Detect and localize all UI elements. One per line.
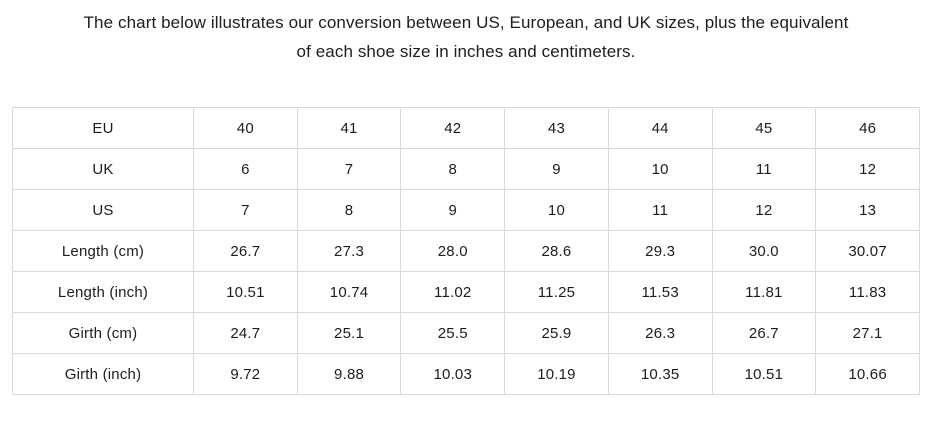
table-cell: 12 (815, 148, 920, 190)
table-cell: 10.51 (711, 353, 817, 395)
table-row: US 7 8 9 10 11 12 13 (12, 189, 920, 231)
table-cell: 10.03 (400, 353, 506, 395)
table-cell: 46 (815, 107, 920, 149)
table-cell: 40 (193, 107, 298, 149)
table-cell: 7 (193, 189, 298, 231)
table-cell: 12 (711, 189, 817, 231)
table-cell: 26.7 (711, 312, 817, 354)
table-cell: 25.1 (296, 312, 402, 354)
table-cell: 41 (296, 107, 402, 149)
table-cell: 24.7 (193, 312, 298, 354)
table-cell: 30.07 (815, 230, 920, 272)
row-header: Girth (cm) (12, 312, 194, 354)
table-row: UK 6 7 8 9 10 11 12 (12, 148, 920, 190)
table-cell: 27.3 (296, 230, 402, 272)
table-row: Girth (cm) 24.7 25.1 25.5 25.9 26.3 26.7 27.1 (12, 312, 920, 354)
table-cell: 11 (607, 189, 713, 231)
table-cell: 7 (296, 148, 402, 190)
table-cell: 11.53 (607, 271, 713, 313)
table-cell: 9 (504, 148, 609, 190)
row-header: Length (inch) (12, 271, 194, 313)
shoe-size-table: EU 40 41 42 43 44 45 46 UK 6 7 8 9 10 11 12 US 7 8 9 10 11 12 1… (12, 107, 920, 395)
table-cell: 27.1 (815, 312, 920, 354)
intro-text: The chart below illustrates our conversi… (0, 0, 932, 66)
row-header: EU (12, 107, 194, 149)
table-cell: 10 (607, 148, 713, 190)
table-row: Length (inch) 10.51 10.74 11.02 11.25 11.53 11… (12, 271, 920, 313)
table-cell: 25.5 (400, 312, 506, 354)
table-cell: 6 (193, 148, 298, 190)
table-cell: 10.19 (504, 353, 609, 395)
table-cell: 9.72 (193, 353, 298, 395)
table-cell: 44 (607, 107, 713, 149)
page: The chart below illustrates our conversi… (0, 0, 932, 395)
table-cell: 10.35 (607, 353, 713, 395)
table-cell: 26.3 (607, 312, 713, 354)
table-cell: 28.0 (400, 230, 506, 272)
table-row: Length (cm) 26.7 27.3 28.0 28.6 29.3 30.0 30.07 (12, 230, 920, 272)
table-cell: 42 (400, 107, 506, 149)
intro-line-2: of each shoe size in inches and centimet… (296, 42, 636, 61)
table-cell: 9.88 (296, 353, 402, 395)
table-cell: 30.0 (711, 230, 817, 272)
table-cell: 10.66 (815, 353, 920, 395)
table-cell: 11 (711, 148, 817, 190)
table-cell: 26.7 (193, 230, 298, 272)
table-cell: 11.83 (815, 271, 920, 313)
table-cell: 8 (296, 189, 402, 231)
table-cell: 10.51 (193, 271, 298, 313)
table-row: Girth (inch) 9.72 9.88 10.03 10.19 10.35 10.51… (12, 353, 920, 395)
intro-line-1: The chart below illustrates our conversi… (83, 13, 849, 32)
row-header: UK (12, 148, 194, 190)
size-table-body: EU 40 41 42 43 44 45 46 UK 6 7 8 9 10 11 12 US 7 8 9 10 11 12 1… (12, 107, 920, 395)
row-header: Length (cm) (12, 230, 194, 272)
row-header: US (12, 189, 194, 231)
table-cell: 11.02 (400, 271, 506, 313)
table-cell: 45 (711, 107, 817, 149)
row-header: Girth (inch) (12, 353, 194, 395)
table-cell: 9 (400, 189, 506, 231)
table-row: EU 40 41 42 43 44 45 46 (12, 107, 920, 149)
table-cell: 25.9 (504, 312, 609, 354)
table-cell: 10 (504, 189, 609, 231)
table-cell: 10.74 (296, 271, 402, 313)
table-cell: 11.25 (504, 271, 609, 313)
table-cell: 29.3 (607, 230, 713, 272)
table-cell: 13 (815, 189, 920, 231)
table-cell: 8 (400, 148, 506, 190)
table-cell: 28.6 (504, 230, 609, 272)
table-cell: 43 (504, 107, 609, 149)
table-cell: 11.81 (711, 271, 817, 313)
